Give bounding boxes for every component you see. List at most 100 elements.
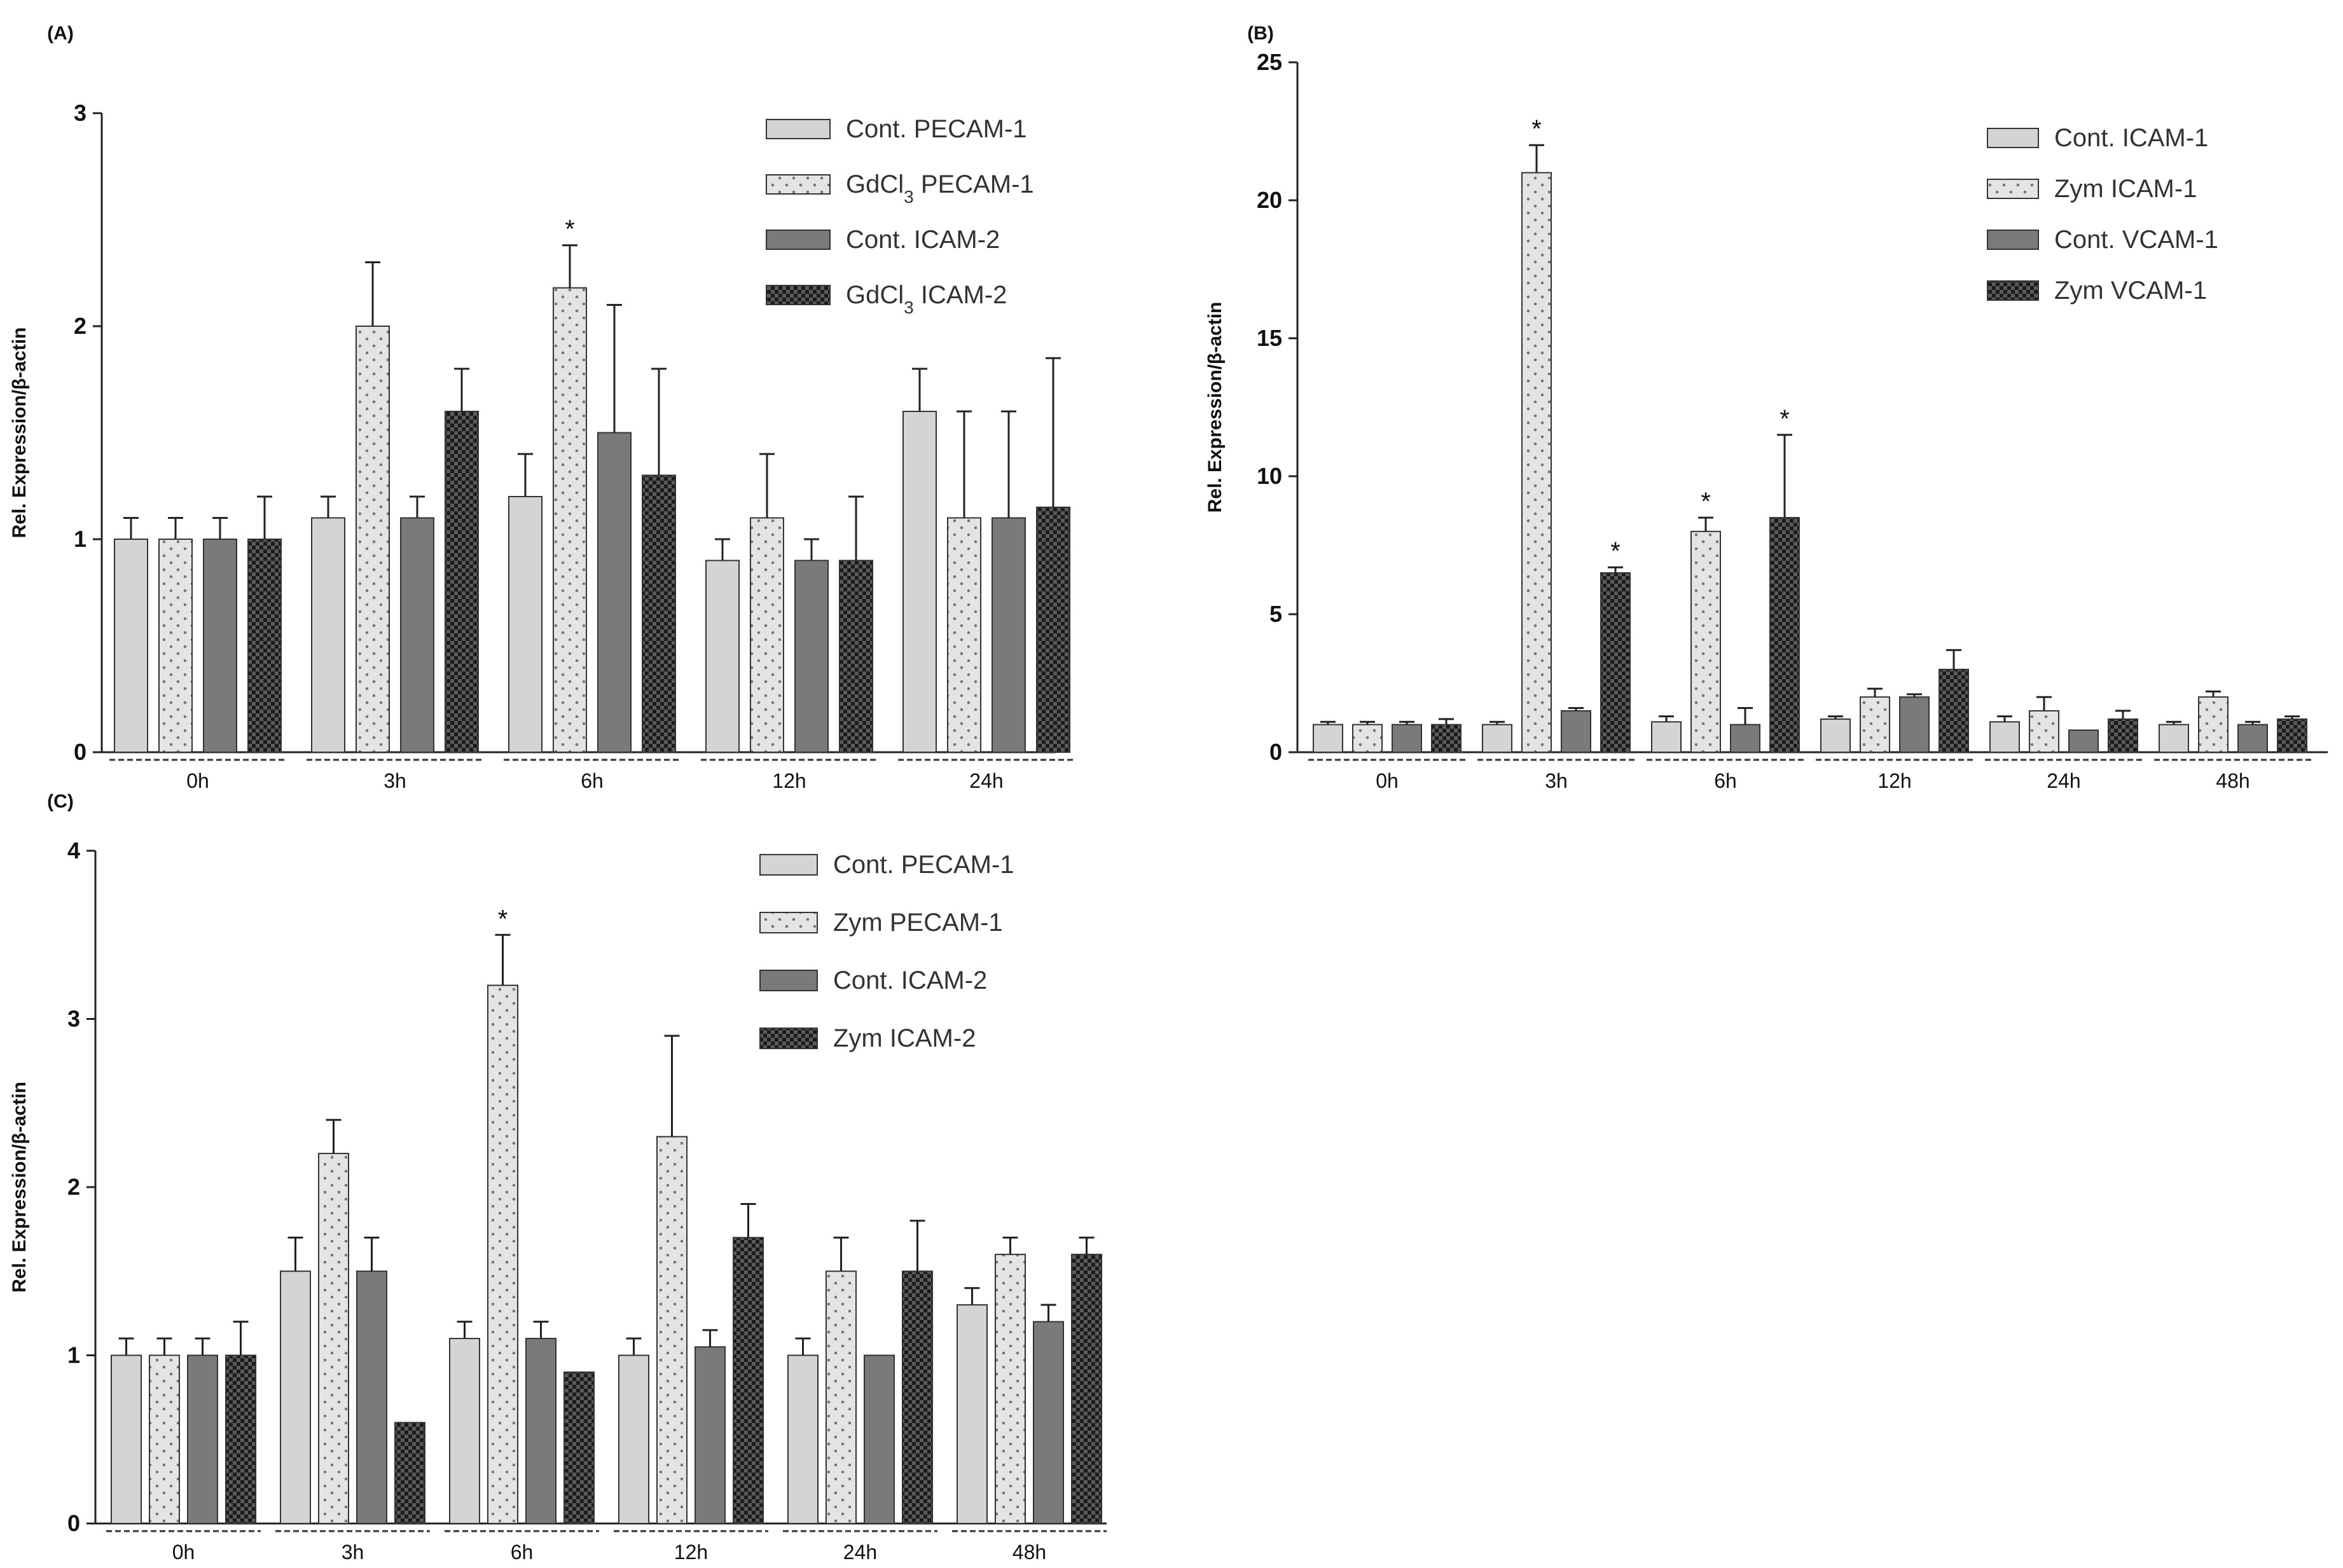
- bar: [2237, 724, 2268, 753]
- legend-swatch: [759, 1028, 818, 1049]
- legend-swatch: [759, 970, 818, 991]
- bar: [787, 1354, 819, 1524]
- y-tick-label: 1: [67, 1342, 80, 1368]
- bar: [553, 287, 587, 753]
- legend-label: Zym ICAM-1: [2054, 175, 2197, 203]
- bar: [1730, 724, 1760, 753]
- legend-label: Cont. ICAM-1: [2054, 124, 2208, 152]
- bar: [356, 1270, 387, 1524]
- y-axis-label: Rel. Expression/β-actin: [1205, 302, 1226, 513]
- bar: [318, 1153, 349, 1524]
- bar: [2108, 718, 2138, 753]
- bar: [400, 517, 434, 753]
- bar: [394, 1422, 425, 1525]
- legend-swatch: [1987, 230, 2039, 250]
- bar: [618, 1354, 649, 1524]
- bar: [487, 984, 518, 1524]
- bar: [1600, 572, 1631, 753]
- bar: [1939, 668, 1969, 753]
- legend-swatch: [759, 854, 818, 876]
- bar: [794, 560, 829, 753]
- y-tick-label: 0: [74, 739, 86, 765]
- bar: [1521, 172, 1552, 753]
- y-tick-label: 3: [67, 1006, 80, 1032]
- legend-swatch: [766, 230, 831, 250]
- bar: [225, 1354, 256, 1524]
- panel-label: (C): [47, 791, 74, 812]
- bar: [1431, 724, 1462, 753]
- legend-swatch: [766, 285, 831, 305]
- bar: [563, 1371, 595, 1524]
- category-label: 48h: [2216, 769, 2250, 792]
- significance-star: *: [498, 905, 508, 933]
- legend-swatch: [1987, 179, 2039, 199]
- category-label: 12h: [674, 1541, 708, 1564]
- legend-label: Cont. VCAM-1: [2054, 226, 2218, 254]
- y-tick-label: 5: [1269, 601, 1282, 627]
- significance-star: *: [1531, 115, 1542, 143]
- y-tick-label: 20: [1257, 187, 1282, 213]
- significance-star: *: [1780, 405, 1790, 433]
- bar: [1033, 1321, 1064, 1525]
- category-label: 6h: [581, 769, 604, 792]
- bar: [1071, 1253, 1102, 1525]
- category-label: 12h: [772, 769, 806, 792]
- bar: [957, 1304, 988, 1524]
- bar: [1820, 718, 1851, 753]
- bar: [445, 411, 479, 753]
- significance-star: *: [565, 216, 575, 244]
- bar: [2068, 729, 2099, 753]
- bar: [280, 1270, 311, 1524]
- bar: [2159, 724, 2189, 753]
- legend-label: Zym ICAM-2: [833, 1024, 976, 1052]
- bar: [1989, 721, 2020, 753]
- bar: [642, 474, 676, 753]
- legend-swatch: [759, 912, 818, 933]
- bar: [149, 1354, 180, 1524]
- legend-swatch: [766, 174, 831, 195]
- bar: [947, 517, 981, 753]
- bar: [1313, 724, 1343, 753]
- bar: [1482, 724, 1512, 753]
- bar: [203, 539, 237, 753]
- bar: [597, 432, 632, 753]
- bar: [864, 1354, 895, 1524]
- category-label: 3h: [342, 1541, 364, 1564]
- category-label: 3h: [384, 769, 406, 792]
- y-tick-label: 3: [74, 100, 86, 126]
- legend-label: Cont. PECAM-1: [833, 851, 1014, 879]
- bar: [247, 539, 282, 753]
- y-axis-label: Rel. Expression/β-actin: [9, 327, 30, 539]
- bar: [992, 517, 1026, 753]
- bar: [902, 1270, 933, 1524]
- y-tick-label: 2: [67, 1174, 80, 1200]
- bar: [1392, 724, 1422, 753]
- panel-b: (B) Rel. Expression/β-actin 0 5 10 15 20 25 0h 3h…: [1205, 23, 2328, 792]
- bar: [158, 539, 193, 753]
- bar: [1899, 696, 1930, 753]
- legend-swatch: [1987, 280, 2039, 301]
- bar: [1561, 710, 1591, 753]
- category-label: 12h: [1877, 769, 1911, 792]
- bar: [705, 560, 740, 753]
- category-label: 6h: [511, 1541, 534, 1564]
- bar: [1769, 517, 1800, 753]
- bar: [1651, 721, 1682, 753]
- bar: [311, 517, 345, 753]
- bar: [2198, 696, 2229, 753]
- bar: [111, 1354, 142, 1524]
- legend-label: Cont. ICAM-2: [833, 966, 987, 994]
- category-label: 48h: [1013, 1541, 1046, 1564]
- significance-star: *: [1610, 537, 1621, 565]
- category-label: 3h: [1545, 769, 1568, 792]
- panel-label: (B): [1247, 23, 1274, 44]
- significance-star: *: [1701, 488, 1711, 516]
- category-label: 24h: [969, 769, 1003, 792]
- bar: [187, 1354, 218, 1524]
- legend-label: Cont. PECAM-1: [846, 115, 1027, 143]
- bar: [525, 1338, 556, 1525]
- category-label: 0h: [186, 769, 209, 792]
- y-tick-label: 25: [1257, 49, 1282, 75]
- bar: [1860, 696, 1890, 753]
